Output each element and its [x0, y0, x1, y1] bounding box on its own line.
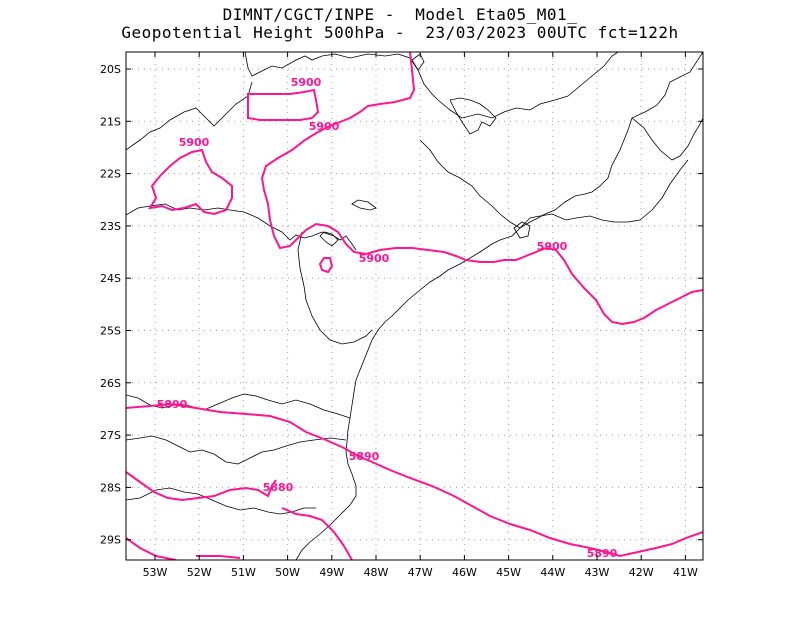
- latitude-label: 25S: [100, 325, 121, 338]
- state-border: [419, 139, 521, 229]
- state-border: [126, 203, 357, 251]
- graticule-grid: [126, 52, 703, 560]
- latitude-label: 27S: [100, 429, 121, 442]
- longitude-label: 44W: [540, 566, 565, 579]
- contour-label-group: 5900 5900 5900 5900 5900 5890 5890 5890 …: [157, 76, 618, 560]
- geopotential-contours: [126, 52, 703, 560]
- coastline: [295, 52, 703, 560]
- state-border: [126, 435, 347, 465]
- lake: [411, 53, 425, 71]
- contour-label: 5900: [359, 252, 390, 265]
- contour-label: 5900: [309, 120, 340, 133]
- contour-label: 5890: [349, 450, 380, 463]
- contour-label: 5900: [179, 136, 210, 149]
- state-border: [126, 81, 253, 151]
- contour-5900: [260, 52, 703, 326]
- contour-5900: [247, 88, 320, 121]
- lake: [449, 97, 497, 135]
- longitude-label: 49W: [319, 566, 344, 579]
- longitude-label: 47W: [408, 566, 433, 579]
- map-title-line-2: Geopotential Height 500hPa - 23/03/2023 …: [121, 23, 679, 42]
- latitude-label: 21S: [100, 115, 121, 128]
- longitude-label: 43W: [585, 566, 610, 579]
- state-border: [244, 52, 439, 101]
- longitude-label: 51W: [231, 566, 256, 579]
- contour-5900: [148, 148, 233, 216]
- state-border: [631, 117, 703, 161]
- contour-label: 5890: [587, 547, 618, 560]
- latitude-label: 23S: [100, 220, 121, 233]
- contour-5890: [126, 402, 703, 558]
- longitude-label: 46W: [452, 566, 477, 579]
- latitude-label: 24S: [100, 272, 121, 285]
- longitude-label: 50W: [275, 566, 300, 579]
- latitude-label: 28S: [100, 481, 121, 494]
- contour-label: 5890: [157, 398, 188, 411]
- state-border: [126, 393, 351, 419]
- longitude-label: 52W: [187, 566, 212, 579]
- longitude-label: 53W: [143, 566, 168, 579]
- latitude-label: 20S: [100, 63, 121, 76]
- contour-label: 5900: [291, 76, 322, 89]
- longitude-label: 48W: [364, 566, 389, 579]
- contour-5880: [126, 537, 177, 560]
- contour-label: 5880: [263, 481, 294, 494]
- contour-5880: [196, 555, 241, 559]
- latitude-label: 22S: [100, 168, 121, 181]
- longitude-labels: 53W 52W 51W 50W 49W 48W 47W 46W 45W 44W 43W 42W 41W: [143, 566, 698, 579]
- axis-ticks: [126, 52, 703, 560]
- contour-5880: [126, 471, 277, 502]
- latitude-label: 29S: [100, 534, 121, 547]
- longitude-label: 42W: [629, 566, 654, 579]
- state-border: [639, 159, 689, 221]
- latitude-labels: 20S 21S 22S 23S 24S 25S 26S 27S 28S 29S: [100, 63, 121, 547]
- longitude-label: 41W: [673, 566, 698, 579]
- state-border: [297, 231, 373, 345]
- map-frame: [125, 51, 704, 561]
- lake: [351, 199, 377, 211]
- contour-label: 5900: [537, 240, 568, 253]
- lake: [319, 231, 339, 247]
- coastline-borders: [126, 52, 703, 560]
- state-border: [126, 487, 316, 515]
- contour-5900: [318, 257, 334, 274]
- state-border: [519, 213, 641, 229]
- latitude-label: 26S: [100, 377, 121, 390]
- map-title-line-1: DIMNT/CGCT/INPE - Model Eta05_M01_: [222, 5, 578, 24]
- state-border: [567, 52, 619, 97]
- lake: [513, 221, 531, 239]
- longitude-label: 45W: [496, 566, 521, 579]
- contour-5880: [281, 507, 353, 560]
